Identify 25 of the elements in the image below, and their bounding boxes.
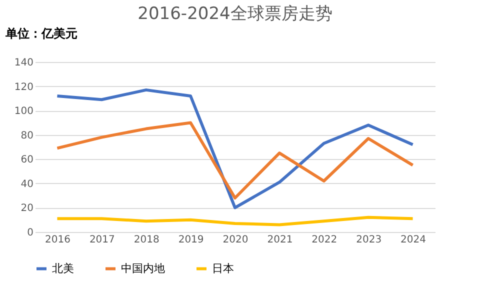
legend-label: 日本 <box>212 262 234 275</box>
x-tick-label: 2019 <box>178 234 204 246</box>
line-series <box>56 88 414 210</box>
y-tick-label: 40 <box>20 178 34 190</box>
y-tick-label: 0 <box>27 228 34 238</box>
y-tick-label: 80 <box>20 130 34 142</box>
x-tick-label: 2024 <box>400 234 426 246</box>
x-tick-label: 2017 <box>89 234 115 246</box>
legend-label: 北美 <box>52 262 74 275</box>
x-tick-label: 2023 <box>356 234 382 246</box>
legend-label: 中国内地 <box>121 262 165 275</box>
x-tick-label: 2021 <box>267 234 293 246</box>
x-tick-label: 2016 <box>44 234 70 246</box>
x-tick-label: 2022 <box>312 234 338 246</box>
y-tick-label: 120 <box>14 82 34 93</box>
y-tick-label: 60 <box>20 154 34 166</box>
chart-title: 2016-2024全球票房走势 <box>138 4 332 24</box>
line-series <box>56 216 414 226</box>
y-axis-title: 单位：亿美元 <box>4 26 78 40</box>
y-tick-label: 100 <box>14 106 34 118</box>
y-tick-label: 140 <box>14 58 34 68</box>
line-series <box>56 121 414 200</box>
y-tick-label: 20 <box>20 203 34 214</box>
x-tick-label: 2020 <box>222 234 248 246</box>
x-tick-label: 2018 <box>134 234 160 246</box>
